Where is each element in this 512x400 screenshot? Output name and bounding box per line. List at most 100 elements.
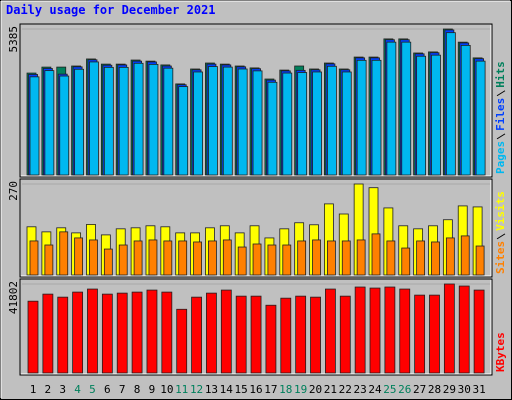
bar <box>237 68 248 176</box>
x-tick-label: 8 <box>134 383 141 396</box>
x-tick-label: 25 <box>383 383 396 396</box>
bar <box>282 244 292 276</box>
x-tick-label: 26 <box>398 383 411 396</box>
bar <box>116 292 128 374</box>
bar <box>384 286 396 374</box>
bar <box>401 247 411 276</box>
x-tick-label: 12 <box>190 383 203 396</box>
bar <box>324 288 336 374</box>
legend-label: Pages <box>494 141 507 174</box>
x-tick-label: 31 <box>472 383 485 396</box>
bar <box>29 76 40 176</box>
bar <box>295 295 307 374</box>
x-tick-label: 15 <box>235 383 248 396</box>
x-tick-label: 7 <box>119 383 126 396</box>
bar <box>250 295 262 374</box>
bar <box>326 65 337 176</box>
bar <box>193 241 202 276</box>
bar <box>399 288 411 374</box>
bar <box>72 291 84 374</box>
bar <box>282 72 293 176</box>
bar <box>222 239 232 276</box>
bar <box>252 243 262 276</box>
legend-label: Files <box>494 98 507 131</box>
bar <box>133 240 143 276</box>
bar <box>163 67 174 176</box>
bar <box>326 240 336 276</box>
bar <box>443 283 455 374</box>
bar <box>297 72 308 176</box>
bar <box>475 60 486 176</box>
bar <box>252 70 263 176</box>
x-tick-label: 5 <box>89 383 96 396</box>
x-tick-label: 22 <box>339 383 352 396</box>
bar <box>312 239 321 276</box>
legend-label: Visits <box>494 191 507 231</box>
bar <box>475 245 485 276</box>
bar <box>356 239 366 276</box>
x-tick-label: 17 <box>264 383 277 396</box>
bar <box>148 239 158 276</box>
x-tick-label: 3 <box>59 383 66 396</box>
bar <box>265 304 277 374</box>
bar <box>356 59 367 176</box>
bar <box>208 66 218 176</box>
chart-title: Daily usage for December 2021 <box>6 3 216 17</box>
bar <box>133 62 144 176</box>
bar <box>445 237 455 276</box>
x-tick-label: 20 <box>309 383 322 396</box>
x-tick-label: 6 <box>104 383 111 396</box>
x-tick-label: 23 <box>354 383 367 396</box>
bar <box>74 237 84 276</box>
bar <box>354 286 366 374</box>
bar <box>341 71 352 176</box>
bar <box>176 308 188 374</box>
bar <box>148 63 159 176</box>
bar <box>312 71 322 176</box>
x-tick-label: 29 <box>443 383 456 396</box>
bar <box>431 54 441 176</box>
bar <box>431 241 440 276</box>
bar <box>118 244 128 276</box>
bar <box>59 231 69 276</box>
x-tick-label: 30 <box>458 383 471 396</box>
bar <box>89 61 99 176</box>
bar <box>416 55 427 176</box>
legend-separator <box>496 233 506 240</box>
bar <box>103 248 113 276</box>
bar <box>429 294 440 374</box>
bar <box>341 240 351 276</box>
x-tick-label: 24 <box>368 383 382 396</box>
bar <box>280 297 292 374</box>
bar <box>59 75 70 176</box>
x-tick-label: 11 <box>175 383 188 396</box>
bar <box>206 292 217 374</box>
x-tick-label: 18 <box>279 383 292 396</box>
bar <box>27 300 39 374</box>
bar <box>416 240 426 276</box>
bar <box>458 285 470 374</box>
bar <box>42 293 54 374</box>
x-tick-label: 27 <box>413 383 426 396</box>
bar <box>44 244 54 276</box>
bar <box>163 240 173 276</box>
x-tick-label: 21 <box>324 383 337 396</box>
bar <box>29 240 39 276</box>
bar <box>146 289 158 374</box>
bar <box>89 239 98 276</box>
bar <box>87 288 98 374</box>
bar <box>235 295 247 374</box>
bar <box>371 59 382 176</box>
bar <box>369 287 381 374</box>
bar <box>267 244 277 276</box>
bar <box>101 293 113 374</box>
bar <box>460 235 470 276</box>
bar <box>193 71 203 176</box>
x-tick-label: 9 <box>149 383 156 396</box>
bar <box>118 66 129 176</box>
y-tick-label: 270 <box>7 181 20 201</box>
bar <box>473 289 485 374</box>
legend-separator <box>496 90 506 97</box>
legend-label: Hits <box>494 61 507 88</box>
